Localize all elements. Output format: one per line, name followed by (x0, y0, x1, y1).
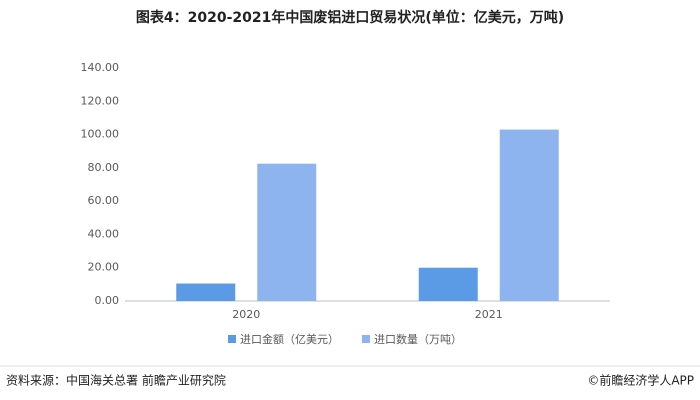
x-tick-label: 2021 (475, 308, 503, 321)
y-tick-label: 40.00 (88, 227, 120, 240)
legend-label: 进口金额（亿美元） (240, 332, 339, 346)
y-tick-label: 60.00 (88, 194, 120, 207)
legend-label: 进口数量（万吨） (374, 333, 462, 346)
credit: ©前瞻经济学人APP (587, 373, 694, 388)
y-tick-label: 140.00 (81, 61, 120, 74)
y-tick-label: 0.00 (95, 294, 120, 307)
y-tick-label: 120.00 (81, 94, 120, 107)
bar (499, 129, 559, 301)
legend-swatch (228, 335, 236, 343)
bar (418, 267, 478, 301)
y-tick-label: 100.00 (81, 128, 120, 141)
y-tick-label: 80.00 (88, 161, 120, 174)
source: 资料来源：中国海关总署 前瞻产业研究院 (6, 373, 226, 388)
legend-swatch (362, 335, 370, 343)
chart-title: 图表4：2020-2021年中国废铝进口贸易状况(单位：亿美元，万吨) (136, 9, 564, 26)
bar (176, 283, 236, 301)
x-tick-label: 2020 (232, 308, 260, 321)
y-tick-label: 20.00 (88, 261, 120, 274)
bar (257, 163, 317, 301)
